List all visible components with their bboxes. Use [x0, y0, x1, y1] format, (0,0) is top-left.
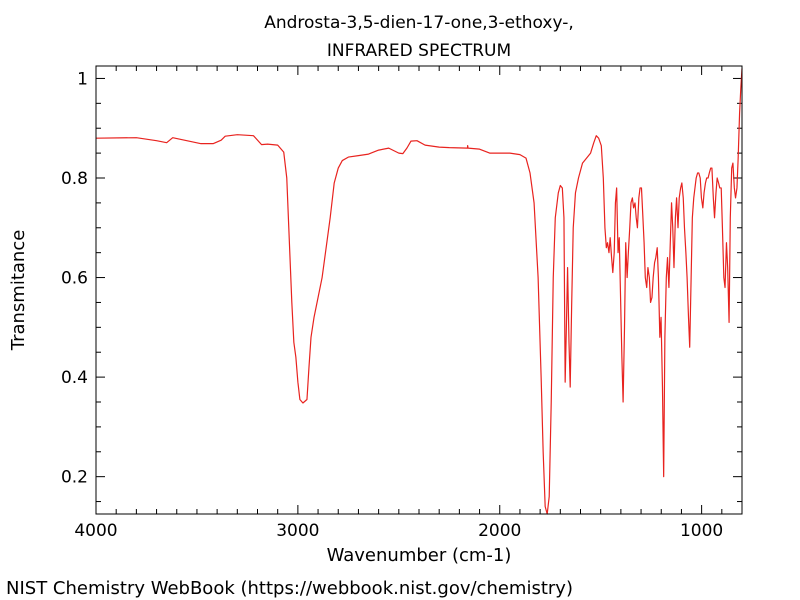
- y-axis-label: Transmitance: [8, 230, 29, 352]
- y-tick-label: 0.4: [61, 368, 88, 388]
- plot-area: [95, 65, 743, 515]
- chart-title-line2: INFRARED SPECTRUM: [327, 41, 511, 61]
- y-tick-label: 0.6: [61, 269, 88, 289]
- y-tick-label: 0.8: [61, 169, 88, 189]
- footer-credit: NIST Chemistry WebBook (https://webbook.…: [6, 578, 573, 599]
- chart-title-line1: Androsta-3,5-dien-17-one,3-ethoxy-,: [264, 13, 574, 33]
- y-tick-label: 1: [77, 69, 88, 89]
- plot-background: [96, 66, 742, 514]
- x-tick-label: 1000: [680, 521, 723, 541]
- x-tick-label: 3000: [276, 521, 319, 541]
- axis-ticks: [95, 66, 743, 514]
- x-tick-label: 4000: [74, 521, 117, 541]
- tick-labels: 4000 3000 2000 1000 0.2 0.4 0.6 0.8 1: [61, 69, 723, 541]
- x-axis-label: Wavenumber (cm-1): [327, 545, 512, 566]
- y-tick-label: 0.2: [61, 468, 88, 488]
- plot-frame: [95, 65, 743, 515]
- x-tick-label: 2000: [478, 521, 521, 541]
- spectrum-line: [95, 68, 743, 515]
